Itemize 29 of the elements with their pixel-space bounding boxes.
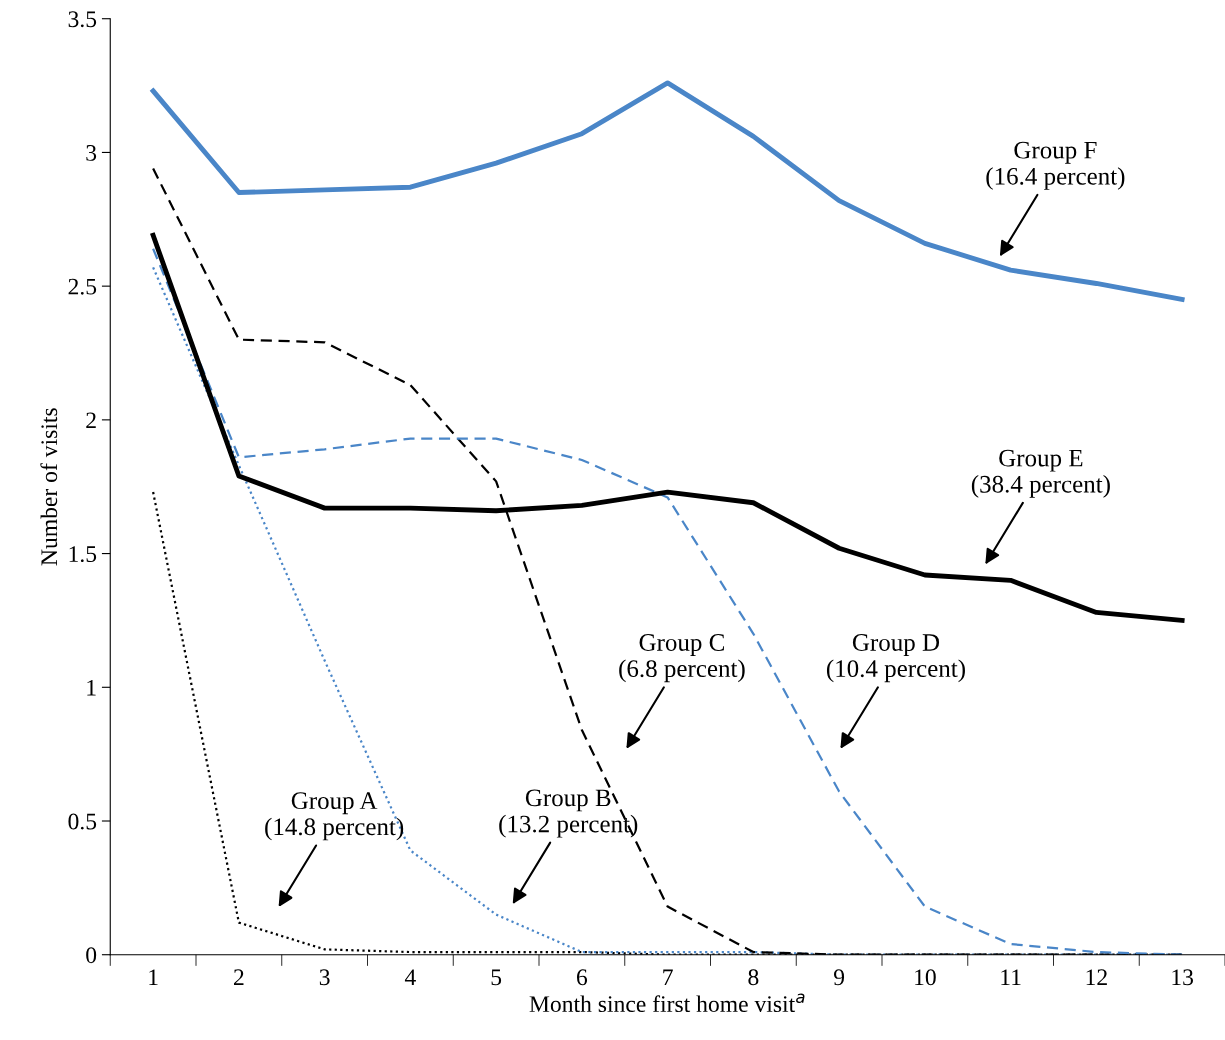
x-tick-label: 11 [1001,969,1021,985]
x-tick-label: 4 [404,969,416,985]
x-tick-label: 12 [1086,969,1107,985]
annotation: Group E (38.4 percent) [971,449,1110,498]
y-tick-label: 3 [86,144,97,161]
x-tick-label: 9 [833,969,845,986]
x-tick-label: 10 [915,969,936,986]
x-tick-label: 3 [319,969,330,986]
annotation: Group F (16.4 percent) [986,141,1125,190]
annotation: Group D (10.4 percent) [826,634,965,683]
x-tick-label: 7 [663,969,673,985]
y-tick-label: 2 [86,412,96,429]
x-tick-label: 13 [1172,969,1194,986]
y-axis-title: Number of visits [40,408,58,566]
y-tick-label: 0 [86,947,97,964]
x-tick-label: 8 [748,969,759,986]
annotation: Group B (13.2 percent) [499,789,638,838]
annotation: Group A (14.8 percent) [265,792,404,841]
x-tick-label: 2 [234,969,244,985]
y-tick-label: 2.5 [68,278,97,295]
y-tick-label: 1.5 [69,546,97,563]
x-tick-label: 1 [149,969,158,985]
y-tick-label: 1 [87,679,96,696]
y-tick-label: 3.5 [68,11,97,28]
x-axis-title: Month since first home visit$^{a}$ [529,993,805,1013]
annotation: Group C (6.8 percent) [619,634,745,683]
x-tick-label: 6 [576,969,588,986]
x-tick-label: 5 [491,969,502,986]
y-tick-label: 0.5 [68,813,97,830]
